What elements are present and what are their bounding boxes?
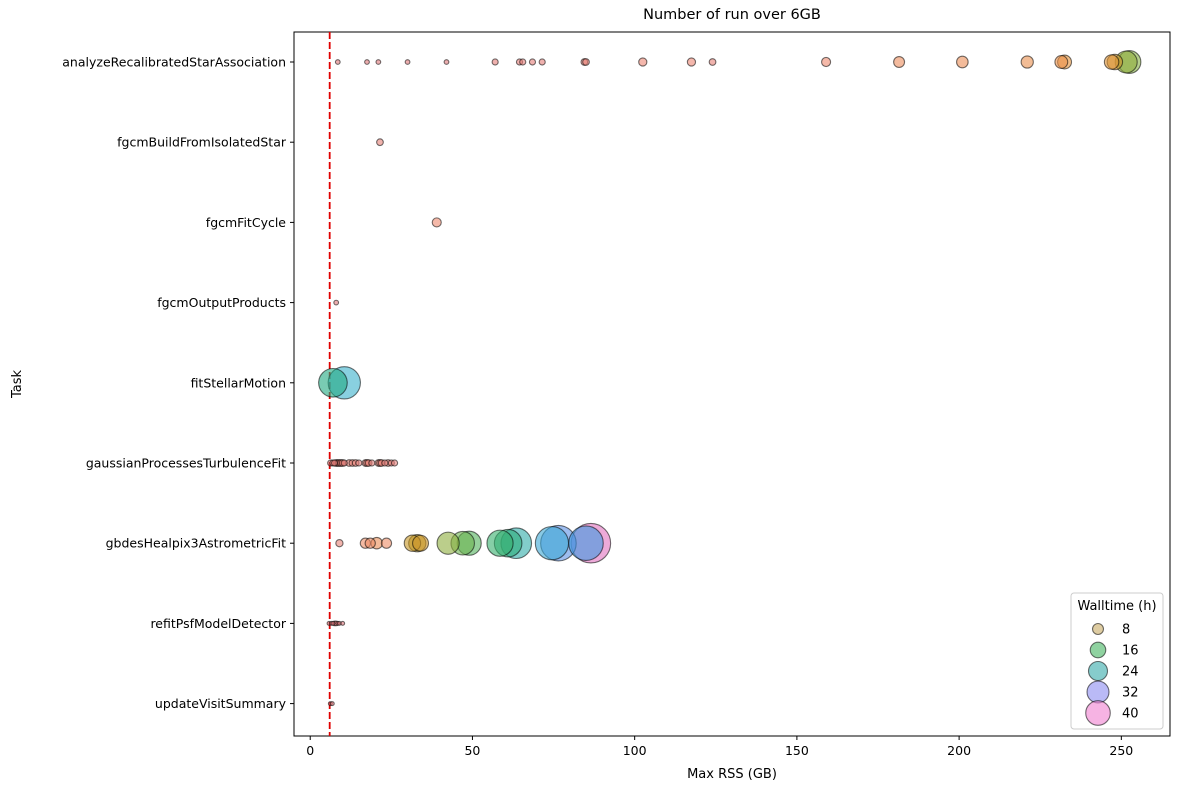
data-point [364, 59, 370, 65]
y-tick-label: fgcmBuildFromIsolatedStar [117, 135, 287, 150]
legend-marker [1085, 700, 1111, 726]
legend-marker [1091, 622, 1105, 636]
legend-label: 24 [1122, 665, 1139, 680]
y-tick-label: analyzeRecalibratedStarAssociation [62, 55, 286, 70]
legend: Walltime (h) 8 16 24 32 40 [1070, 592, 1164, 730]
x-tick-label: 150 [785, 743, 809, 758]
data-point [1020, 55, 1034, 69]
data-point [340, 459, 348, 467]
data-point [443, 59, 450, 65]
data-point [956, 55, 969, 69]
data-point [380, 537, 393, 549]
data-point [528, 58, 537, 66]
y-tick-label: fitStellarMotion [191, 375, 286, 390]
data-point [1103, 54, 1120, 70]
legend-marker [1089, 641, 1107, 659]
data-point [491, 58, 499, 66]
y-tick-label: gaussianProcessesTurbulenceFit [86, 456, 286, 471]
data-point [381, 459, 389, 467]
data-point [708, 58, 717, 66]
data-point [330, 620, 336, 626]
legend-title: Walltime (h) [1077, 599, 1156, 614]
y-axis-label: Task [10, 370, 25, 400]
data-point [355, 459, 363, 467]
data-point [334, 59, 341, 65]
data-point [893, 55, 906, 69]
legend-marker [1086, 680, 1110, 704]
legend-marker [1087, 660, 1109, 682]
legend-label: 40 [1122, 707, 1139, 722]
data-point [329, 701, 335, 707]
data-point [404, 59, 411, 65]
plot-area: 0 50 100 150 200 250 analyzeRecalibratedStarAs… [62, 31, 1171, 758]
chart-title: Number of run over 6GB [643, 7, 821, 23]
data-point [568, 525, 604, 562]
data-point [686, 57, 697, 67]
data-point [538, 58, 546, 66]
data-point [519, 58, 527, 66]
x-tick-label: 250 [1109, 743, 1133, 758]
data-point [333, 299, 340, 306]
data-point [582, 58, 590, 66]
data-point [335, 539, 344, 548]
legend-label: 16 [1122, 644, 1139, 659]
x-tick-label: 100 [623, 743, 647, 758]
x-tick-label: 200 [947, 743, 971, 758]
y-tick-label: fgcmOutputProducts [157, 295, 286, 310]
data-point [1054, 55, 1069, 69]
data-point [390, 459, 399, 467]
x-tick-label: 50 [464, 743, 480, 758]
data-point [318, 367, 348, 398]
data-point [638, 57, 648, 67]
data-point [375, 59, 382, 65]
x-axis-label: Max RSS (GB) [687, 767, 777, 782]
x-tick-label: 0 [306, 743, 314, 758]
data-point [368, 459, 376, 467]
plot-frame [293, 31, 1171, 737]
legend-label: 32 [1122, 686, 1139, 701]
data-point [821, 56, 832, 68]
y-tick-label: updateVisitSummary [155, 696, 287, 711]
data-point [330, 459, 339, 467]
data-point [431, 217, 442, 228]
y-tick-label: refitPsfModelDetector [150, 616, 286, 631]
data-point [486, 529, 514, 557]
data-point [340, 620, 346, 626]
data-point [412, 534, 430, 552]
y-tick-label: fgcmFitCycle [206, 215, 287, 230]
data-point [534, 526, 570, 561]
data-point [364, 537, 376, 549]
data-point [376, 138, 384, 147]
data-point [436, 531, 460, 555]
y-tick-label: gbdesHealpix3AstrometricFit [106, 536, 286, 551]
legend-label: 8 [1122, 623, 1130, 638]
